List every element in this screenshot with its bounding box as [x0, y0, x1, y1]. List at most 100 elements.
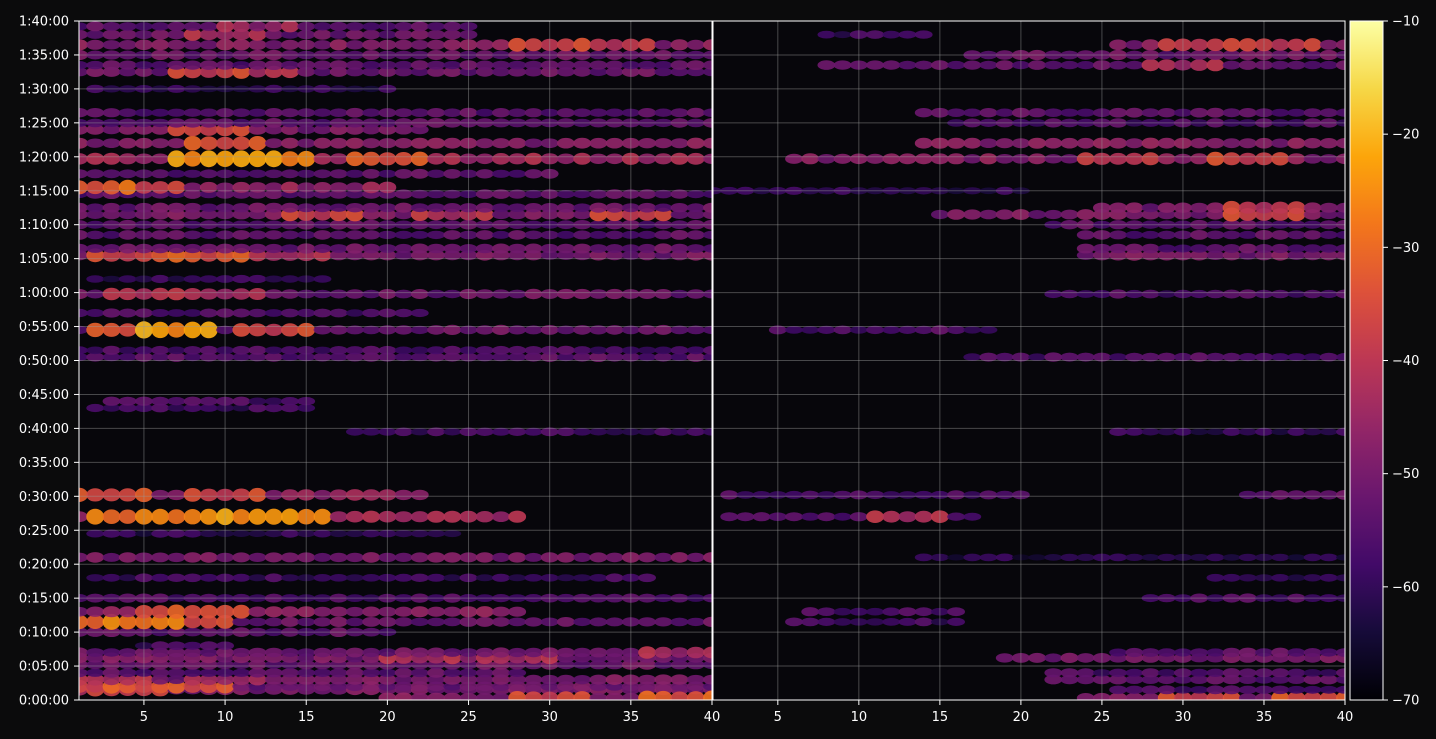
heat-cell	[1287, 250, 1306, 260]
heat-cell	[1206, 674, 1225, 685]
heat-cell	[508, 594, 527, 602]
heat-cell	[313, 668, 332, 677]
heat-cell	[670, 203, 689, 213]
heat-cell	[703, 108, 712, 117]
heat-cell	[605, 39, 624, 51]
heat-cell	[118, 574, 137, 582]
heat-cell	[394, 675, 413, 685]
heat-cell	[329, 153, 348, 165]
heat-cell	[264, 249, 283, 261]
heat-cell	[297, 108, 316, 118]
heat-cell	[686, 617, 705, 627]
heat-cell	[167, 108, 186, 117]
heat-cell	[264, 628, 283, 637]
heat-cell	[1206, 50, 1225, 60]
heat-cell	[1336, 427, 1345, 436]
heat-cell	[638, 138, 656, 149]
heat-cell	[589, 289, 608, 299]
heat-cell	[1174, 686, 1192, 694]
heat-cell	[557, 67, 575, 77]
heat-cell	[605, 108, 624, 117]
heat-cell	[394, 230, 413, 239]
heat-cell	[232, 593, 251, 603]
heat-cell	[670, 325, 689, 335]
heat-cell	[573, 675, 592, 685]
heat-cell	[118, 648, 137, 657]
heat-cell	[329, 182, 348, 193]
heat-cell	[118, 243, 137, 254]
heat-cell	[931, 60, 949, 70]
heat-cell	[297, 308, 316, 318]
heat-cell	[346, 29, 364, 40]
heat-cell	[443, 189, 462, 199]
heat-cell	[1336, 574, 1345, 582]
heat-cell	[1190, 289, 1209, 299]
heat-cell	[752, 512, 771, 522]
heat-cell	[410, 50, 429, 60]
heat-cell	[102, 404, 121, 412]
heat-cell	[281, 50, 299, 60]
heat-cell	[346, 346, 364, 355]
heat-cell	[86, 152, 105, 165]
heat-cell	[557, 674, 575, 685]
heat-cell	[1271, 553, 1290, 562]
heat-cell	[394, 489, 413, 501]
heat-cell	[281, 39, 299, 50]
heat-cell	[686, 152, 705, 165]
heat-cell	[866, 153, 884, 164]
heat-cell	[508, 209, 527, 220]
heat-cell	[248, 345, 267, 355]
heat-cell	[281, 220, 299, 230]
heat-cell	[589, 137, 608, 149]
heat-cell	[914, 510, 933, 523]
heat-cell	[1206, 573, 1225, 582]
x-tick-label: 5	[774, 710, 782, 725]
heat-cell	[362, 345, 381, 355]
heat-cell	[768, 187, 787, 195]
heat-cell	[410, 308, 429, 318]
heat-cell	[540, 352, 559, 362]
heat-cell	[882, 491, 901, 499]
heat-cell	[1319, 352, 1338, 362]
heat-cell	[573, 243, 592, 254]
heat-cell	[346, 189, 364, 199]
heat-cell	[232, 323, 251, 337]
heat-cell	[1076, 50, 1095, 60]
heat-cell	[524, 50, 543, 60]
heat-cell	[135, 403, 153, 413]
heat-cell	[297, 60, 316, 70]
heat-cell	[817, 617, 836, 627]
heat-cell	[1044, 554, 1063, 561]
heat-cell	[248, 594, 267, 602]
heat-cell	[1174, 427, 1192, 436]
heat-cell	[1190, 38, 1209, 51]
heat-cell	[151, 108, 170, 117]
heat-cell	[947, 554, 965, 561]
heat-cell	[1012, 352, 1030, 362]
heat-cell	[79, 308, 88, 318]
heat-cell	[167, 202, 186, 213]
heat-cell	[1093, 60, 1111, 70]
heat-cell	[427, 510, 445, 523]
heat-cell	[1125, 119, 1144, 127]
heat-cell	[1125, 243, 1144, 254]
heat-cell	[199, 508, 218, 525]
heat-cell	[1271, 668, 1290, 678]
heat-cell	[362, 29, 381, 40]
heat-cell	[346, 151, 364, 167]
heat-cell	[1287, 427, 1306, 436]
heat-cell	[492, 647, 510, 658]
heat-cell	[183, 108, 202, 117]
heat-cell	[686, 250, 705, 261]
heat-cell	[1190, 244, 1209, 253]
heat-cell	[329, 668, 348, 678]
heat-cell	[297, 219, 316, 230]
heat-cell	[199, 85, 218, 93]
heat-cell	[605, 428, 624, 436]
heat-cell	[1093, 230, 1111, 240]
heat-cell	[882, 607, 901, 616]
heat-cell	[362, 352, 381, 362]
heat-cell	[1190, 553, 1209, 561]
heat-cell	[573, 428, 592, 436]
heat-cell	[557, 617, 575, 627]
